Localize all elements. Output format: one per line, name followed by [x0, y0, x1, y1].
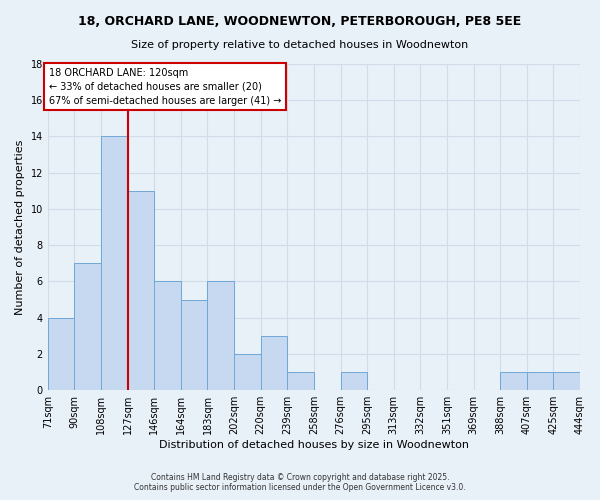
- Bar: [181, 300, 208, 390]
- Bar: [527, 372, 553, 390]
- Text: Size of property relative to detached houses in Woodnewton: Size of property relative to detached ho…: [131, 40, 469, 50]
- Text: Contains HM Land Registry data © Crown copyright and database right 2025.
Contai: Contains HM Land Registry data © Crown c…: [134, 473, 466, 492]
- Text: 18, ORCHARD LANE, WOODNEWTON, PETERBOROUGH, PE8 5EE: 18, ORCHARD LANE, WOODNEWTON, PETERBOROU…: [79, 15, 521, 28]
- Text: 18 ORCHARD LANE: 120sqm
← 33% of detached houses are smaller (20)
67% of semi-de: 18 ORCHARD LANE: 120sqm ← 33% of detache…: [49, 68, 281, 106]
- Bar: [500, 372, 527, 390]
- Bar: [101, 136, 128, 390]
- X-axis label: Distribution of detached houses by size in Woodnewton: Distribution of detached houses by size …: [159, 440, 469, 450]
- Bar: [48, 318, 74, 390]
- Bar: [234, 354, 260, 390]
- Bar: [154, 282, 181, 390]
- Bar: [287, 372, 314, 390]
- Bar: [341, 372, 367, 390]
- Bar: [74, 264, 101, 390]
- Bar: [208, 282, 234, 390]
- Bar: [260, 336, 287, 390]
- Bar: [128, 191, 154, 390]
- Bar: [553, 372, 580, 390]
- Y-axis label: Number of detached properties: Number of detached properties: [15, 140, 25, 315]
